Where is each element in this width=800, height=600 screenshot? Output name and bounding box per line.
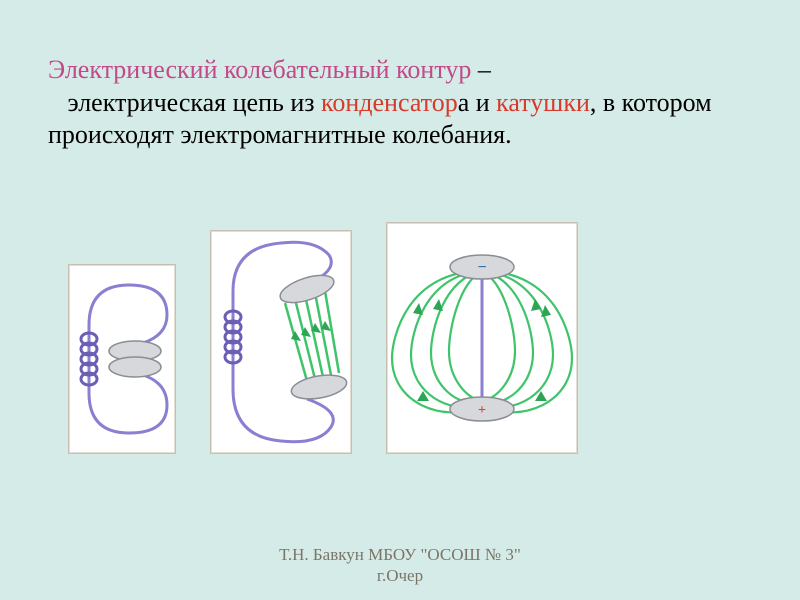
definition-paragraph: Электрический колебательный контур – эле… [48,54,752,152]
tail-a: электрическая цепь из [68,88,322,117]
figures-row: − + [48,222,752,454]
figure-dipole-field: − + [386,222,578,454]
footer-line1: Т.Н. Бавкун МБОУ "ОСОШ № 3" [279,545,521,564]
dash: – [471,55,491,84]
hl-coil: катушки [496,88,590,117]
figure-open-with-field [210,230,352,454]
footer: Т.Н. Бавкун МБОУ "ОСОШ № 3" г.Очер [0,545,800,586]
term: Электрический колебательный контур [48,55,471,84]
figure-closed-circuit [68,264,176,454]
minus-label: − [477,259,486,276]
tail-b: а и [458,88,496,117]
footer-line2: г.Очер [377,566,423,585]
hl-condenser: конденсатор [321,88,458,117]
plus-label: + [478,403,486,418]
